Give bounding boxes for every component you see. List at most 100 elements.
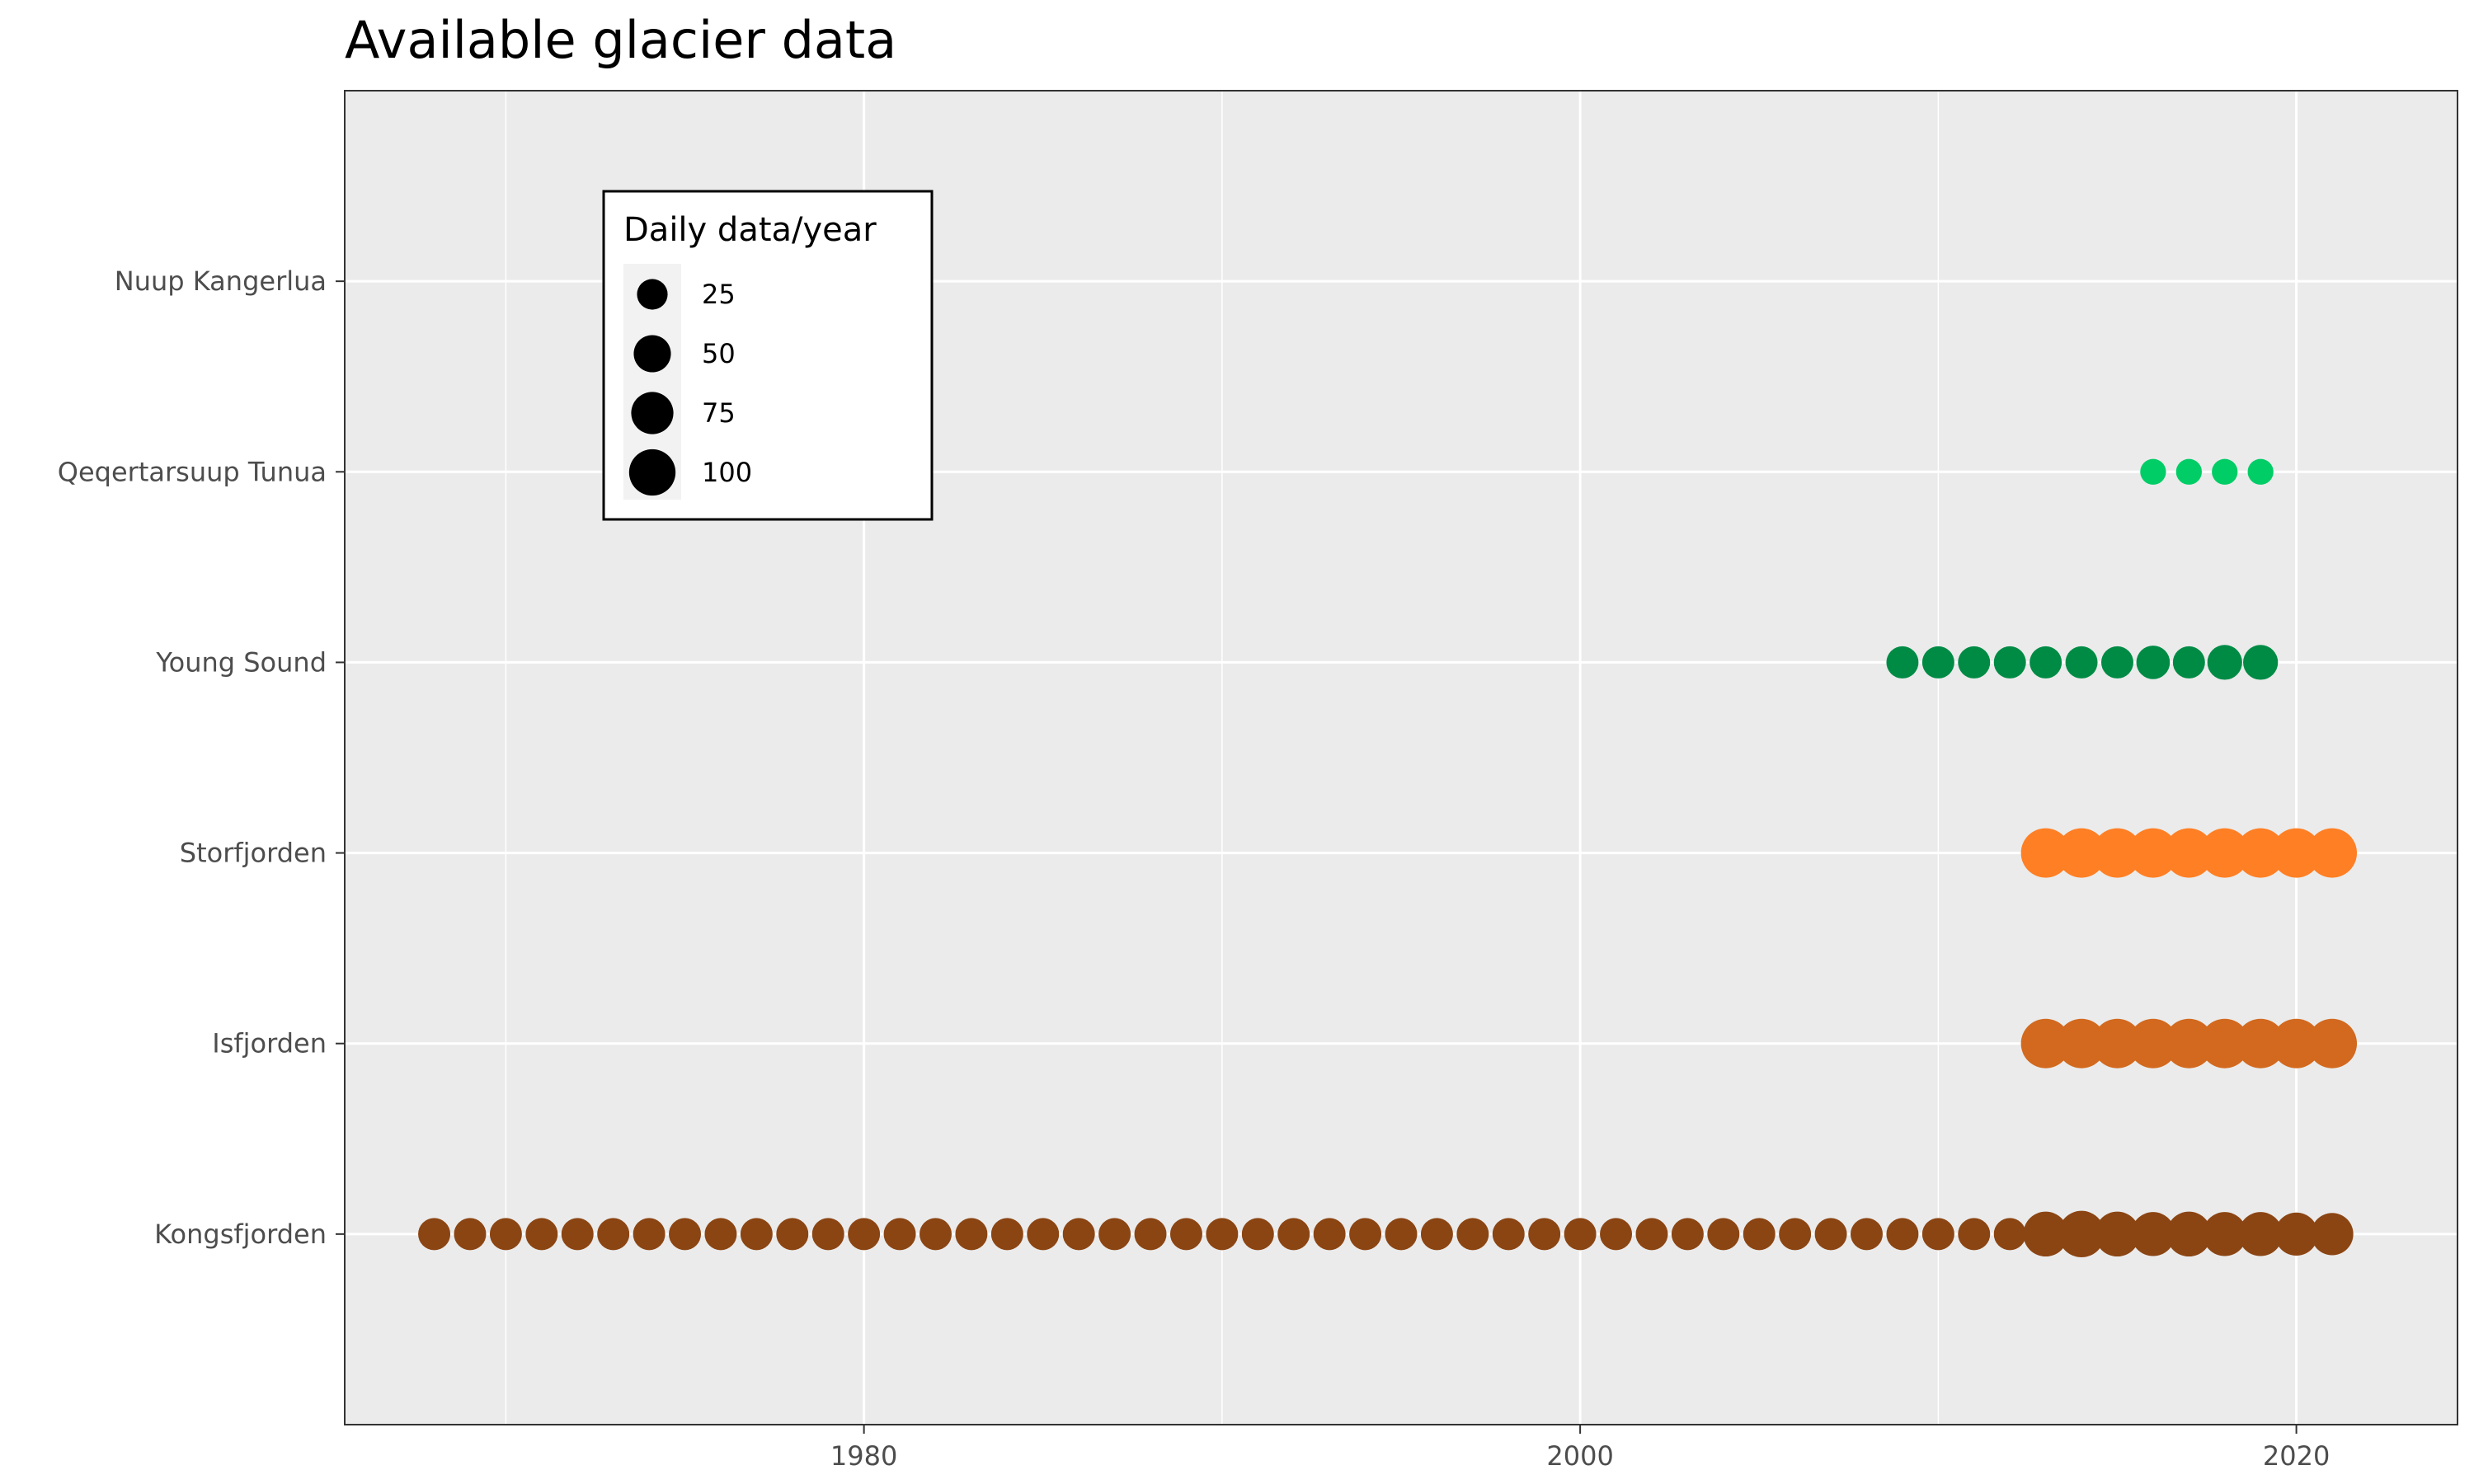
legend-keys: 25 50 75 100 xyxy=(628,279,752,496)
data-point xyxy=(1492,1218,1525,1251)
data-point xyxy=(1528,1218,1561,1251)
data-point xyxy=(1993,1218,2026,1251)
data-point xyxy=(2131,1212,2175,1256)
data-point xyxy=(418,1218,451,1251)
minor-gridlines xyxy=(505,91,1940,1425)
data-point xyxy=(1600,1218,1633,1251)
data-point xyxy=(489,1218,522,1251)
y-tick-label: Isfjorden xyxy=(212,1028,327,1059)
data-point xyxy=(2140,458,2166,485)
data-point xyxy=(990,1218,1023,1251)
data-point xyxy=(2271,1018,2321,1068)
data-point xyxy=(2058,1210,2105,1258)
data-points xyxy=(418,458,2358,1258)
data-point xyxy=(1134,1218,1167,1251)
data-point xyxy=(2307,828,2358,878)
data-point xyxy=(1993,646,2026,679)
data-point xyxy=(2175,458,2202,485)
data-point xyxy=(2238,1212,2283,1256)
data-point xyxy=(525,1218,558,1251)
data-point xyxy=(2100,646,2133,679)
legend-key-label: 75 xyxy=(702,397,736,429)
data-point xyxy=(561,1218,594,1251)
data-point xyxy=(2172,646,2205,679)
data-point xyxy=(1349,1218,1382,1251)
y-tick-label: Storfjorden xyxy=(180,838,327,869)
data-point xyxy=(1921,1218,1954,1251)
data-point xyxy=(669,1218,702,1251)
data-point xyxy=(2212,458,2238,485)
y-axis: Kongsfjorden Isfjorden Storfjorden Young So… xyxy=(58,265,345,1250)
data-point xyxy=(2311,1213,2354,1256)
data-point xyxy=(1886,646,1919,679)
data-point xyxy=(2020,828,2071,878)
legend-key-circle xyxy=(637,279,668,310)
data-point xyxy=(1206,1218,1239,1251)
data-point xyxy=(2166,1211,2212,1257)
data-point xyxy=(2030,646,2062,679)
data-point xyxy=(2274,1212,2318,1256)
legend-key-circle xyxy=(633,335,671,373)
data-point xyxy=(1958,1218,1991,1251)
data-point xyxy=(2199,1018,2250,1068)
data-point xyxy=(1851,1218,1884,1251)
data-point xyxy=(776,1218,809,1251)
data-point xyxy=(1671,1218,1704,1251)
data-point xyxy=(1779,1218,1812,1251)
data-point xyxy=(1241,1218,1274,1251)
data-point xyxy=(1313,1218,1346,1251)
data-point xyxy=(883,1218,916,1251)
data-point xyxy=(2095,1211,2140,1257)
data-point xyxy=(2020,1018,2071,1068)
x-tick-label: 1980 xyxy=(830,1440,897,1472)
data-point xyxy=(2057,1018,2107,1068)
data-point xyxy=(2164,1018,2214,1068)
data-point xyxy=(1921,646,1954,679)
data-point xyxy=(2199,828,2250,878)
data-point xyxy=(740,1218,773,1251)
data-point xyxy=(2247,458,2274,485)
data-point xyxy=(2128,828,2178,878)
data-point xyxy=(454,1218,487,1251)
data-point xyxy=(955,1218,988,1251)
size-legend: Daily data/year 25 50 75 100 xyxy=(602,190,934,521)
data-point xyxy=(2236,1018,2286,1068)
x-tick-label: 2000 xyxy=(1546,1440,1613,1472)
data-point xyxy=(1098,1218,1131,1251)
x-tick-label: 2020 xyxy=(2263,1440,2330,1472)
x-axis: 1980 2000 2020 xyxy=(830,1425,2330,1472)
legend-key-label: 100 xyxy=(702,457,752,488)
data-point xyxy=(2203,1212,2247,1256)
legend-key-label: 50 xyxy=(702,338,736,369)
data-point xyxy=(1420,1218,1453,1251)
data-point xyxy=(919,1218,952,1251)
data-point xyxy=(1707,1218,1740,1251)
data-point xyxy=(2136,646,2171,679)
data-point xyxy=(2092,1018,2142,1068)
data-point xyxy=(1886,1218,1919,1251)
data-point xyxy=(1385,1218,1418,1251)
data-point xyxy=(2065,646,2098,679)
data-point xyxy=(2271,828,2321,878)
data-point xyxy=(704,1218,737,1251)
data-point xyxy=(1743,1218,1776,1251)
data-point xyxy=(2164,828,2214,878)
data-point xyxy=(2057,828,2107,878)
data-point xyxy=(1169,1218,1202,1251)
data-point xyxy=(633,1218,666,1251)
data-point xyxy=(1814,1218,1847,1251)
data-point xyxy=(1635,1218,1668,1251)
data-point xyxy=(2236,828,2286,878)
legend-key-circle xyxy=(631,392,674,434)
data-point xyxy=(1027,1218,1060,1251)
data-point xyxy=(811,1218,844,1251)
data-point xyxy=(1456,1218,1489,1251)
legend-key-circle xyxy=(628,448,676,496)
data-point xyxy=(1564,1218,1597,1251)
data-point xyxy=(1277,1218,1310,1251)
data-point xyxy=(2307,1018,2358,1068)
y-tick-label: Young Sound xyxy=(155,646,327,678)
data-point xyxy=(2092,828,2142,878)
data-point xyxy=(597,1218,630,1251)
